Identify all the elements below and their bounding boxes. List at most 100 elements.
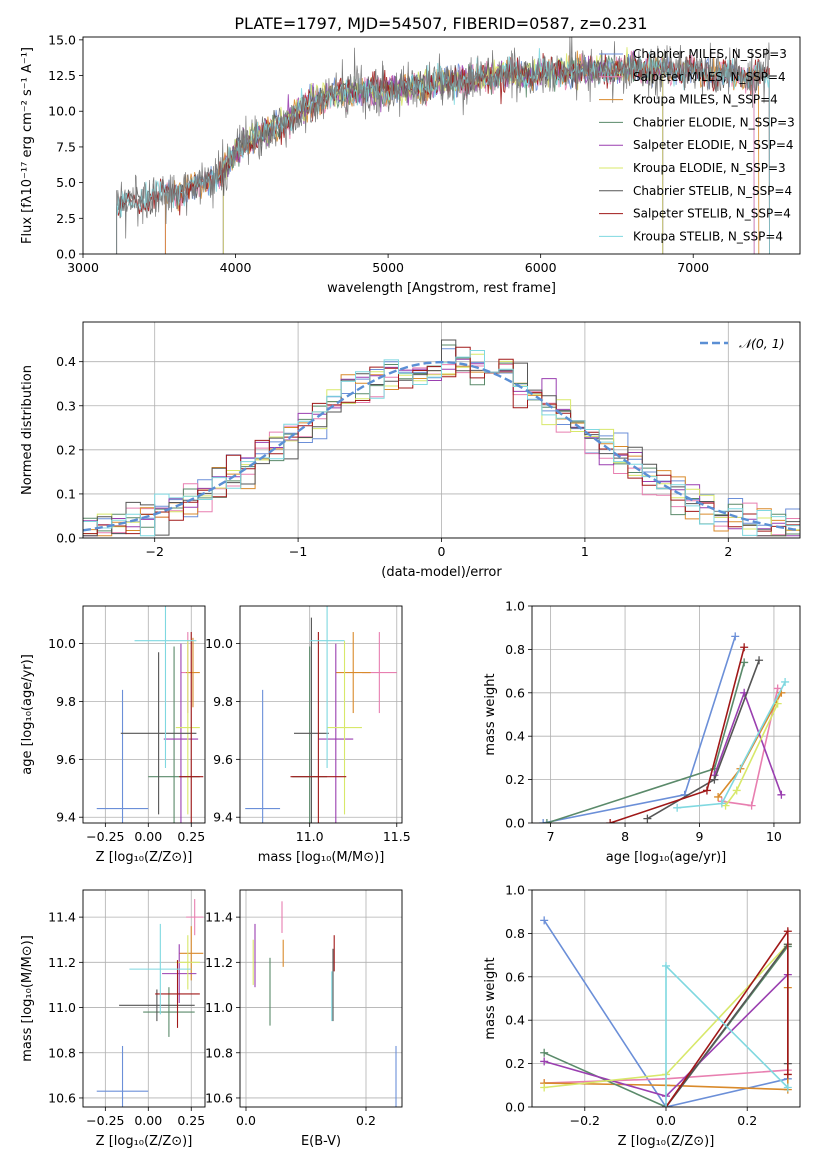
legend-label: Kroupa STELIB, N_SSP=4 bbox=[633, 229, 783, 243]
weight-marker bbox=[710, 775, 719, 784]
axes-ebv-mass: 0.0 0.2 10.6 10.8 11.0 11.2 11.4 E(B-V) bbox=[205, 889, 403, 1149]
y-tick-label: 0.2 bbox=[505, 1056, 525, 1071]
axes-z-mass: −0.25 0.00 0.25 10.6 10.8 11.0 11.2 11.4 Z [log₁… bbox=[20, 889, 206, 1149]
axes-frame bbox=[531, 605, 801, 824]
weight-marker bbox=[714, 792, 723, 801]
y-axis-label: Normed distribution bbox=[20, 365, 35, 495]
y-axis-label: mass weight bbox=[483, 957, 498, 1039]
x-tick-label: 0.2 bbox=[356, 1113, 376, 1128]
y-tick-label: 0.0 bbox=[56, 531, 76, 546]
axes-frame bbox=[239, 889, 403, 1108]
y-tick-label: 5.0 bbox=[56, 175, 76, 190]
weight-marker bbox=[540, 1048, 549, 1057]
axes-z-weight: −0.2 0.0 0.2 0.0 0.2 0.4 0.6 0.8 1.0 Z [log₁₀(Z/Z… bbox=[483, 883, 801, 1149]
weight-marker bbox=[540, 916, 549, 925]
y-axis-label: mass [log₁₀(M/M⊙)] bbox=[20, 935, 35, 1062]
weight-marker bbox=[662, 1103, 670, 1107]
x-tick-label: 11.5 bbox=[383, 829, 411, 844]
x-tick-label: 3000 bbox=[67, 260, 99, 275]
y-tick-label: 2.5 bbox=[56, 211, 76, 226]
y-tick-label: 0.2 bbox=[505, 772, 525, 787]
y-tick-label: 0.1 bbox=[56, 486, 76, 501]
y-tick-label: 0.4 bbox=[56, 354, 76, 369]
x-axis-label: E(B-V) bbox=[301, 1134, 341, 1149]
legend-label: Chabrier ELODIE, N_SSP=3 bbox=[633, 115, 795, 129]
x-tick-label: 0.2 bbox=[737, 1113, 757, 1128]
x-tick-label: −0.25 bbox=[86, 829, 124, 844]
legend-label: Chabrier MILES, N_SSP=3 bbox=[633, 47, 787, 61]
weight-line bbox=[665, 928, 789, 1107]
weight-marker bbox=[702, 786, 711, 795]
legend-label: Salpeter STELIB, N_SSP=4 bbox=[633, 207, 791, 221]
x-axis-label: Z [log₁₀(Z/Z⊙)] bbox=[618, 1134, 715, 1149]
x-tick-label: −1 bbox=[289, 544, 307, 559]
x-tick-label: 7 bbox=[547, 829, 555, 844]
legend-label: Kroupa ELODIE, N_SSP=3 bbox=[633, 161, 786, 175]
weight-marker bbox=[540, 1083, 549, 1092]
y-tick-label: 9.8 bbox=[213, 694, 233, 709]
y-axis-label: age [log₁₀(age/yr)] bbox=[20, 654, 35, 775]
x-tick-label: 0.25 bbox=[177, 1113, 205, 1128]
y-tick-label: 0.0 bbox=[56, 247, 76, 262]
y-tick-label: 9.4 bbox=[213, 810, 233, 825]
plot-area-spectrum bbox=[116, 37, 770, 254]
x-tick-label: 0.25 bbox=[177, 829, 205, 844]
axes-frame bbox=[239, 605, 403, 824]
x-axis-label: (data-model)/error bbox=[381, 565, 502, 580]
axes-frame bbox=[82, 321, 801, 539]
legend: Chabrier MILES, N_SSP=3 Salpeter MILES, N… bbox=[599, 47, 795, 243]
plot-area-residuals bbox=[83, 322, 800, 538]
normal-curve bbox=[83, 360, 800, 532]
x-axis-label: mass [log₁₀(M/M⊙)] bbox=[258, 850, 385, 865]
weight-marker bbox=[755, 656, 764, 665]
x-tick-label: −2 bbox=[145, 544, 163, 559]
weight-marker bbox=[740, 643, 749, 652]
weight-marker bbox=[773, 684, 782, 693]
y-tick-label: 10.0 bbox=[48, 636, 76, 651]
weight-marker bbox=[673, 803, 682, 812]
x-tick-label: 0.0 bbox=[236, 1113, 256, 1128]
x-tick-label: 6000 bbox=[525, 260, 557, 275]
weight-line bbox=[546, 662, 745, 823]
x-tick-label: −0.2 bbox=[570, 1113, 600, 1128]
weight-marker bbox=[777, 790, 786, 799]
weight-marker bbox=[732, 786, 741, 795]
x-tick-label: 5000 bbox=[372, 260, 404, 275]
y-tick-label: 0.3 bbox=[56, 398, 76, 413]
weight-marker bbox=[773, 699, 782, 708]
axes-mass-age: 11.0 11.5 9.4 9.6 9.8 10.0 mass [log₁₀(M/M⊙)] bbox=[205, 605, 411, 865]
legend-label: Salpeter ELODIE, N_SSP=4 bbox=[633, 138, 794, 152]
y-axis-label: mass weight bbox=[483, 673, 498, 755]
axes-frame bbox=[82, 36, 801, 255]
y-tick-label: 0.8 bbox=[505, 642, 525, 657]
weight-marker bbox=[783, 1070, 792, 1079]
x-axis-label: wavelength [Angstrom, rest frame] bbox=[327, 281, 556, 296]
axes-frame bbox=[82, 605, 206, 824]
axes-z-age: −0.25 0.00 0.25 9.4 9.6 9.8 10.0 Z [log₁₀(Z/Z⊙)… bbox=[20, 605, 206, 865]
y-axis-label: Flux [fλ10⁻¹⁷ erg cm⁻² s⁻¹ A⁻¹] bbox=[20, 47, 35, 244]
axes-age-weight: 7 8 9 10 0.0 0.2 0.4 0.6 0.8 1.0 age [log₁₀(age/yr… bbox=[483, 599, 801, 865]
y-tick-label: 10.0 bbox=[48, 104, 76, 119]
x-tick-label: 10 bbox=[766, 829, 782, 844]
x-tick-label: 7000 bbox=[677, 260, 709, 275]
legend-label: Chabrier STELIB, N_SSP=4 bbox=[633, 184, 792, 198]
x-tick-label: 0.00 bbox=[134, 1113, 162, 1128]
weight-line bbox=[543, 945, 789, 1107]
y-tick-label: 11.0 bbox=[48, 1000, 76, 1015]
y-tick-label: 10.6 bbox=[205, 1090, 233, 1105]
weight-marker bbox=[539, 819, 548, 823]
y-tick-label: 0.8 bbox=[505, 926, 525, 941]
axes-residuals: −2 −1 0 1 2 0.0 0.1 0.2 0.3 0.4 (data-model)/error… bbox=[20, 321, 801, 580]
y-tick-label: 9.4 bbox=[56, 810, 76, 825]
weight-marker bbox=[783, 1083, 792, 1092]
plot-area-age-weight bbox=[532, 606, 800, 823]
y-tick-label: 9.6 bbox=[213, 752, 233, 767]
x-tick-label: 4000 bbox=[220, 260, 252, 275]
x-tick-label: 8 bbox=[621, 829, 629, 844]
weight-marker bbox=[662, 961, 670, 970]
y-tick-label: 10.6 bbox=[48, 1090, 76, 1105]
y-tick-label: 11.4 bbox=[205, 910, 233, 925]
x-tick-label: 0.0 bbox=[656, 1113, 676, 1128]
axes-frame bbox=[82, 889, 206, 1108]
